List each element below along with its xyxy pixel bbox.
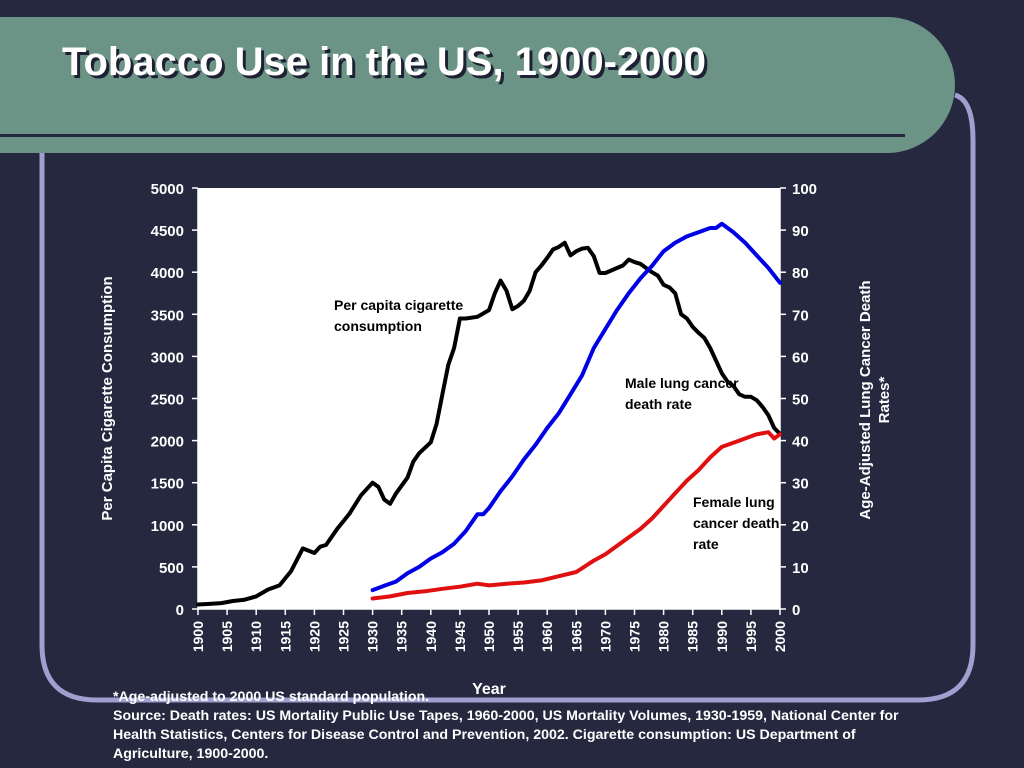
right-tick-label: 100 xyxy=(792,181,817,198)
right-tick-label: 20 xyxy=(792,518,809,535)
title-divider xyxy=(0,134,905,137)
right-tick-label: 60 xyxy=(792,349,809,366)
left-tick-label: 2000 xyxy=(151,434,184,451)
chart-axes: 0500100015002000250030003500400045005000… xyxy=(99,181,893,698)
right-tick-label: 80 xyxy=(792,265,809,282)
left-tick-label: 0 xyxy=(176,602,184,619)
x-tick-label: 1970 xyxy=(597,621,613,652)
right-tick-label: 30 xyxy=(792,476,809,493)
x-tick-label: 1930 xyxy=(365,621,381,652)
left-axis-title: Per Capita Cigarette Consumption xyxy=(99,276,116,520)
x-tick-label: 1995 xyxy=(743,621,759,652)
x-tick-label: 1965 xyxy=(568,621,584,652)
series-annotation: Male lung cancer death rate xyxy=(625,375,739,412)
x-tick-label: 1960 xyxy=(539,621,555,652)
right-tick-label: 90 xyxy=(792,223,809,240)
series-annotation-line: death rate xyxy=(625,396,692,412)
x-tick-label: 2000 xyxy=(772,621,788,652)
labels-layer: Per capita cigarette consumption Male lung… xyxy=(334,297,779,552)
right-tick-label: 40 xyxy=(792,434,809,451)
x-axis-title: Year xyxy=(472,681,506,698)
series-annotation: Female lung cancer death rate xyxy=(693,494,779,552)
left-tick-label: 4500 xyxy=(151,223,184,240)
series-line-male xyxy=(370,221,782,593)
right-tick-label: 50 xyxy=(792,392,809,409)
series-annotation-line: Female lung xyxy=(693,494,775,510)
right-tick-label: 70 xyxy=(792,307,809,324)
frame-border xyxy=(39,92,976,703)
source-note: Source: Death rates: US Mortality Public… xyxy=(113,708,899,762)
x-tick-label: 1990 xyxy=(714,621,730,652)
x-tick-label: 1900 xyxy=(190,621,206,652)
left-tick-label: 1000 xyxy=(151,518,184,535)
right-tick-label: 0 xyxy=(792,602,800,619)
left-tick-label: 3500 xyxy=(151,307,184,324)
series-layer xyxy=(196,221,782,607)
left-tick-label: 2500 xyxy=(151,392,184,409)
x-tick-label: 1975 xyxy=(627,621,643,652)
series-annotation-line: cancer death xyxy=(693,515,779,531)
right-axis-title-line: Rates* xyxy=(876,376,893,423)
series-annotation: Per capita cigarette consumption xyxy=(334,297,463,334)
left-tick-label: 1500 xyxy=(151,476,184,493)
series-annotation-line: rate xyxy=(693,536,719,552)
x-tick-label: 1915 xyxy=(277,621,293,652)
x-tick-label: 1940 xyxy=(423,621,439,652)
series-line-cigarette xyxy=(196,240,782,607)
x-tick-label: 1920 xyxy=(306,621,322,652)
x-tick-label: 1980 xyxy=(656,621,672,652)
series-line-female xyxy=(370,430,782,601)
right-axis-title-line: Age-Adjusted Lung Cancer Death xyxy=(857,280,874,519)
left-tick-label: 500 xyxy=(159,560,184,577)
series-annotation-line: consumption xyxy=(334,318,422,334)
footnote: *Age-adjusted to 2000 US standard popula… xyxy=(113,689,430,705)
left-tick-label: 5000 xyxy=(151,181,184,198)
title-bar xyxy=(0,17,955,153)
x-tick-label: 1935 xyxy=(394,621,410,652)
right-axis-title: Age-Adjusted Lung Cancer Death Rates* xyxy=(857,280,893,519)
right-tick-label: 10 xyxy=(792,560,809,577)
x-tick-label: 1955 xyxy=(510,621,526,652)
left-tick-label: 3000 xyxy=(151,349,184,366)
x-tick-label: 1945 xyxy=(452,621,468,652)
x-tick-label: 1985 xyxy=(685,621,701,652)
slide-title: Tobacco Use in the US, 1900-2000 xyxy=(62,40,706,84)
x-tick-label: 1925 xyxy=(336,621,352,652)
plot-area xyxy=(198,188,780,609)
x-tick-label: 1905 xyxy=(219,621,235,652)
series-annotation-line: Male lung cancer xyxy=(625,375,739,391)
x-tick-label: 1910 xyxy=(248,621,264,652)
x-tick-label: 1950 xyxy=(481,621,497,652)
left-tick-label: 4000 xyxy=(151,265,184,282)
series-annotation-line: Per capita cigarette xyxy=(334,297,463,313)
